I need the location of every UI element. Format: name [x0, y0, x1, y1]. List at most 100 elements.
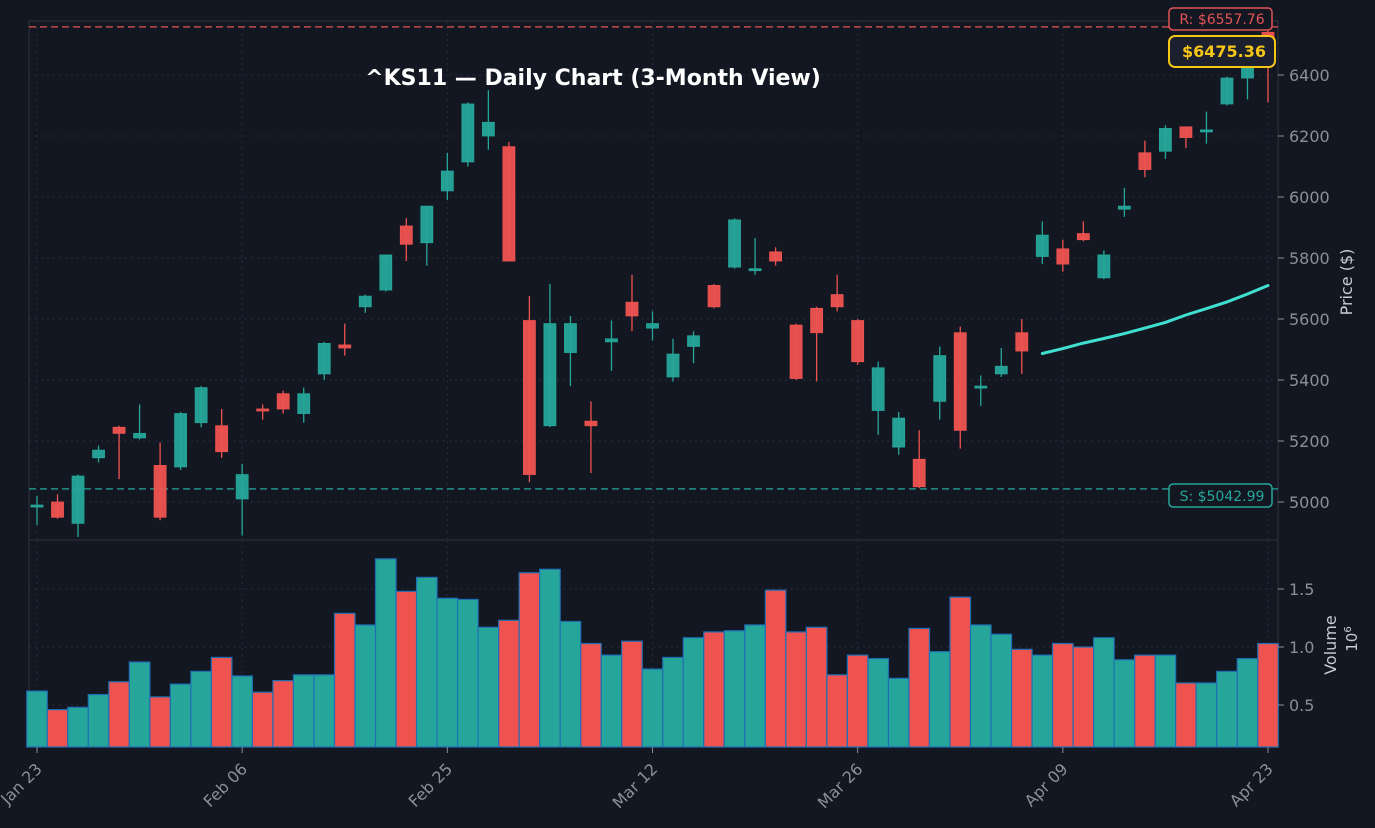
volume-bar [682, 637, 705, 748]
candle [933, 346, 947, 420]
support-badge: S: $5042.99 [1168, 483, 1273, 508]
candle [830, 274, 844, 312]
price-tick-label: 5400 [1289, 371, 1330, 390]
volume-bar [67, 706, 89, 748]
candle [543, 283, 557, 428]
volume-bar [1175, 682, 1197, 748]
volume-bar [867, 657, 890, 748]
candle [1200, 111, 1213, 144]
candle [1097, 250, 1111, 280]
volume-tick-label: 1.5 [1289, 580, 1314, 599]
price-panel-frame [28, 20, 1279, 541]
volume-bar [1154, 654, 1177, 748]
volume-bar [846, 654, 869, 748]
candle [1179, 126, 1193, 149]
chart-title: ^KS11 — Daily Chart (3-Month View) [365, 66, 821, 91]
candle [646, 311, 659, 341]
volume-tick-label: 0.5 [1289, 696, 1314, 715]
volume-bar [600, 654, 623, 748]
volume-bar [969, 624, 992, 748]
candle [399, 218, 413, 262]
price-x-grid [36, 21, 1269, 540]
volume-bar [87, 693, 110, 748]
volume-bar [662, 656, 684, 748]
volume-bar [703, 631, 725, 748]
price-tick-label: 6000 [1289, 188, 1330, 207]
volume-bar [1031, 654, 1054, 748]
volume-bar [374, 558, 397, 748]
candle [666, 338, 680, 382]
volume-bar [539, 568, 561, 748]
volume-axis: 0.5 1.0 1.5 [1278, 580, 1314, 715]
candle [440, 152, 454, 201]
candle [194, 386, 208, 428]
candle [892, 412, 906, 455]
volume-bar [477, 626, 500, 748]
volume-bar [395, 590, 418, 748]
candle [317, 341, 331, 380]
volume-bar [1051, 642, 1074, 748]
candle [112, 425, 126, 480]
price-tick-label: 5000 [1289, 493, 1330, 512]
candle [174, 412, 188, 470]
moving-average-line [1040, 284, 1270, 355]
candle [1220, 76, 1234, 106]
candle [51, 494, 64, 519]
price-tick-label: 6400 [1289, 66, 1330, 85]
volume-bar [415, 576, 438, 748]
candle [605, 320, 618, 371]
candle [974, 375, 988, 406]
price-axis: 5000 5200 5400 5600 5800 6000 6200 6400 [1278, 66, 1330, 512]
candle [707, 283, 721, 309]
volume-tick-label: 1.0 [1289, 638, 1314, 657]
candle [153, 442, 167, 521]
candle [625, 274, 639, 332]
candle [810, 306, 824, 382]
volume-bar [1257, 642, 1279, 748]
candle [338, 323, 352, 356]
volume-bar [272, 680, 295, 748]
volume-bar [805, 626, 828, 748]
volume-bar [169, 683, 192, 748]
price-axis-label: Price ($) [1337, 249, 1356, 316]
candle [1056, 239, 1070, 272]
candle [215, 408, 229, 458]
candle [256, 404, 270, 420]
volume-bar [764, 589, 787, 748]
candles [30, 27, 1275, 538]
volume-bar [436, 597, 459, 748]
candle [30, 495, 44, 525]
volume-panel: 0.51.01.5 Volume 106 [26, 539, 1361, 748]
candle [1159, 125, 1172, 159]
candle [851, 319, 865, 365]
resistance-label: R: $6557.76 [1179, 12, 1264, 28]
candle [1015, 319, 1029, 374]
volume-bar [621, 640, 643, 748]
volume-bar [1216, 670, 1238, 748]
candle [584, 401, 598, 474]
volume-bar [46, 709, 69, 748]
candle [358, 294, 372, 313]
candle [276, 390, 290, 414]
resistance-badge: R: $6557.76 [1168, 7, 1273, 31]
volume-bar [26, 690, 48, 748]
candle [789, 323, 803, 380]
price-tick-label: 5200 [1289, 432, 1330, 451]
candle [297, 387, 311, 423]
candle [379, 254, 393, 292]
candle [871, 361, 885, 435]
volume-bar [887, 677, 910, 748]
candle [1117, 187, 1131, 217]
price-grid [29, 74, 1278, 503]
candle [953, 326, 967, 449]
volume-bar [190, 670, 212, 748]
volume-bar [990, 633, 1013, 748]
volume-bar [1236, 657, 1259, 748]
volume-bar [251, 691, 274, 748]
volume-bar [108, 681, 130, 748]
candle [502, 142, 516, 262]
candle [235, 463, 249, 536]
volume-bar [1113, 659, 1136, 748]
